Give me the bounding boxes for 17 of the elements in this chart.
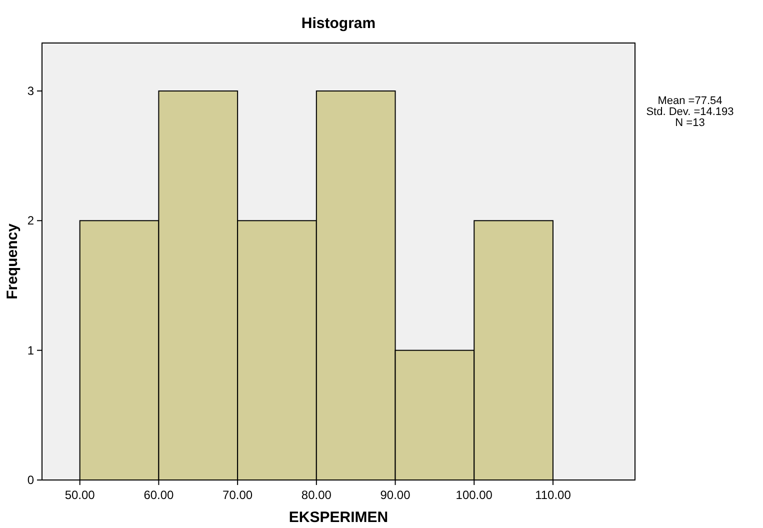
- x-tick-label: 60.00: [144, 488, 174, 502]
- x-tick-label: 90.00: [380, 488, 411, 502]
- text: Std. Dev. =14.193: [646, 106, 734, 118]
- x-tick-label: 110.00: [535, 488, 572, 502]
- y-axis-title: Frequency: [4, 222, 21, 300]
- y-tick-label: 3: [27, 84, 34, 98]
- x-tick-label: 50.00: [64, 488, 96, 502]
- y-tick-label: 2: [27, 214, 34, 228]
- text: N =13: [675, 117, 705, 129]
- x-tick-label: 70.00: [222, 488, 253, 502]
- x-tick-label: 100.00: [456, 488, 493, 502]
- text: Mean =77.54: [658, 95, 722, 107]
- x-tick-label: 80.00: [301, 488, 332, 502]
- chart-title: Histogram: [301, 15, 376, 32]
- y-tick-label: 1: [27, 343, 34, 358]
- y-tick-label: 0: [27, 473, 34, 487]
- x-axis-title: EKSPERIMEN: [288, 509, 388, 526]
